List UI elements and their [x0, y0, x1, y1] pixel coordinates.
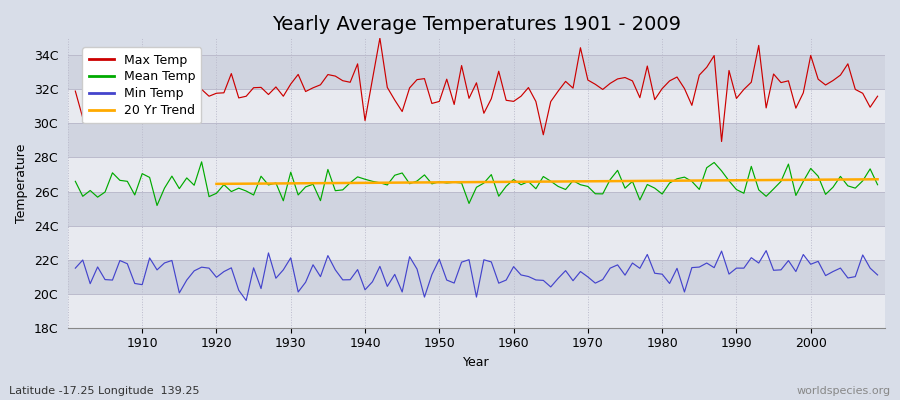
X-axis label: Year: Year — [464, 356, 490, 369]
Bar — [68, 55, 885, 90]
Text: worldspecies.org: worldspecies.org — [796, 386, 891, 396]
Bar — [68, 192, 885, 226]
Y-axis label: Temperature: Temperature — [15, 143, 28, 223]
Bar — [68, 158, 885, 192]
Bar — [68, 260, 885, 294]
Bar — [68, 226, 885, 260]
Legend: Max Temp, Mean Temp, Min Temp, 20 Yr Trend: Max Temp, Mean Temp, Min Temp, 20 Yr Tre… — [82, 48, 202, 123]
Bar — [68, 294, 885, 328]
Bar — [68, 90, 885, 124]
Text: Latitude -17.25 Longitude  139.25: Latitude -17.25 Longitude 139.25 — [9, 386, 200, 396]
Title: Yearly Average Temperatures 1901 - 2009: Yearly Average Temperatures 1901 - 2009 — [272, 15, 681, 34]
Bar — [68, 124, 885, 158]
